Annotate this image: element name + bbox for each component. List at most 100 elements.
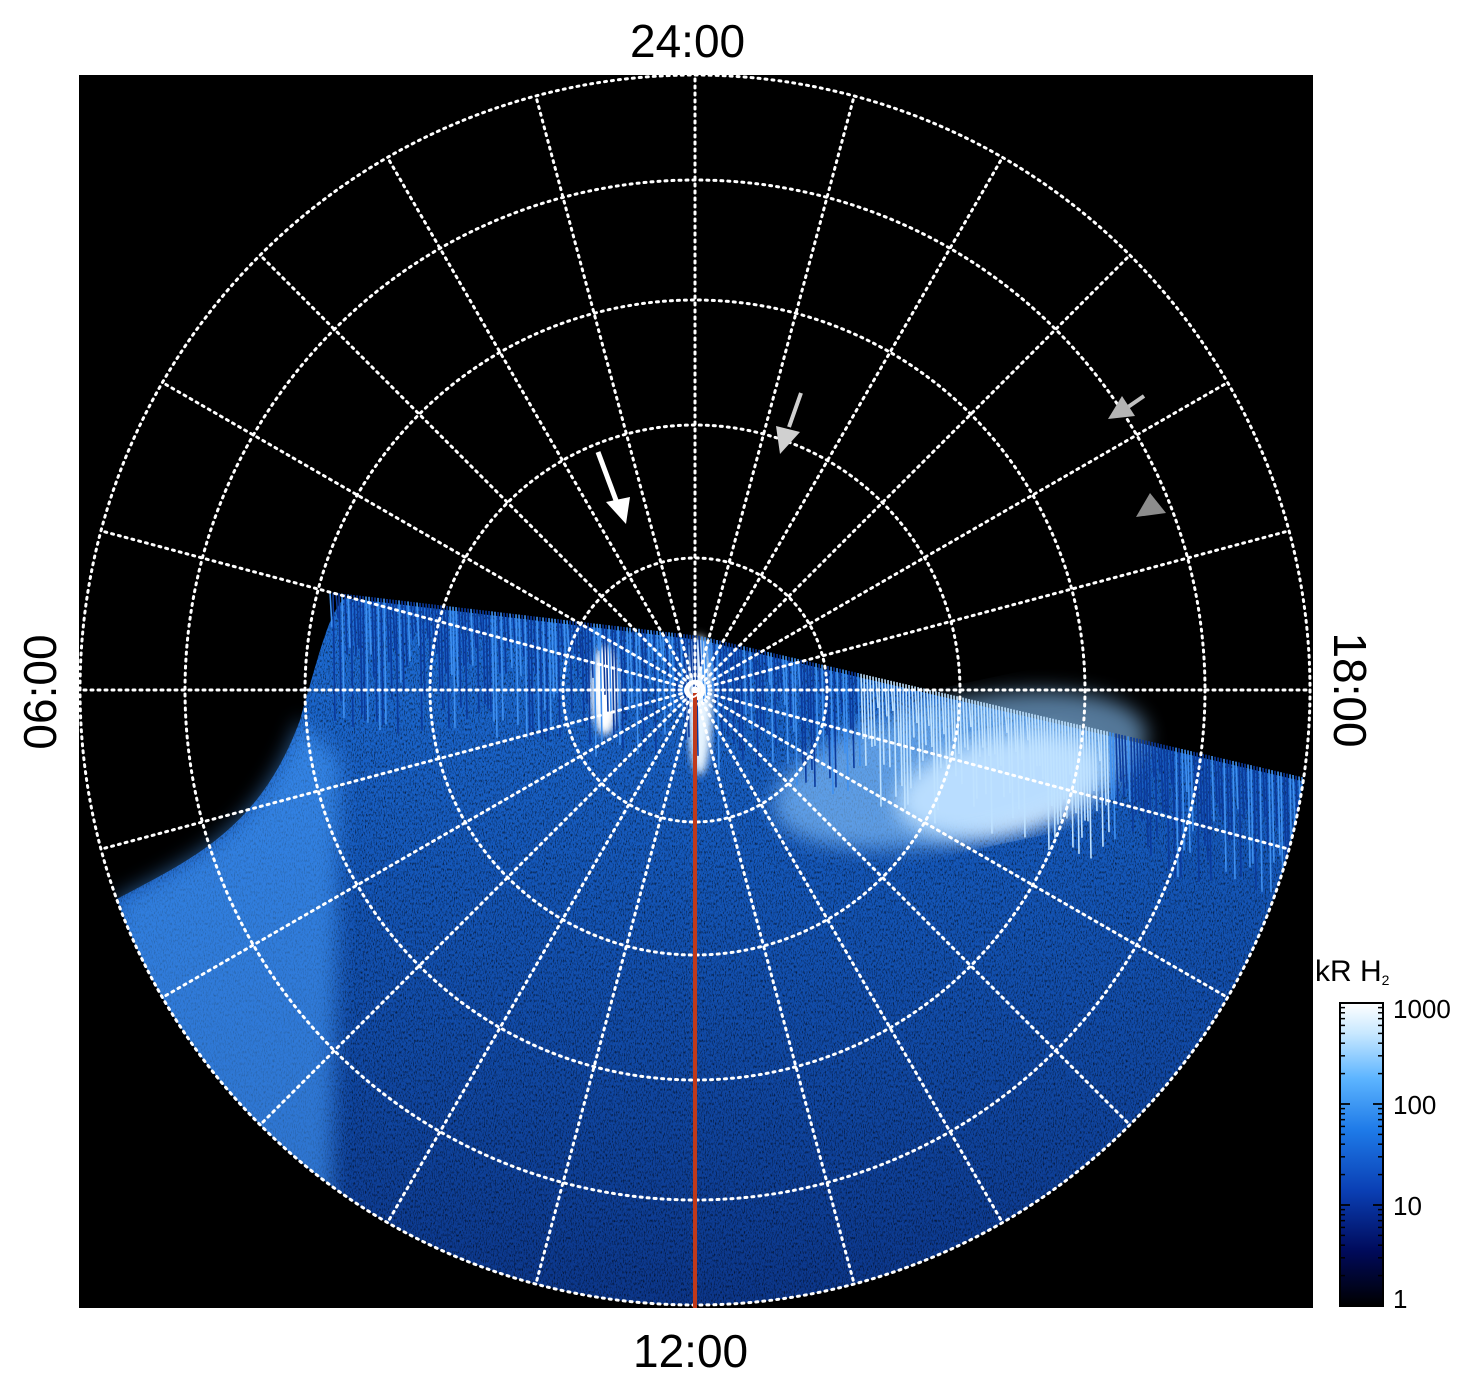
- emission-streak: [1001, 706, 1005, 798]
- emission-streak: [671, 632, 675, 713]
- emission-streak: [395, 600, 399, 734]
- emission-streak: [899, 682, 903, 787]
- emission-streak: [1166, 745, 1170, 870]
- emission-streak: [842, 669, 846, 754]
- emission-streak: [506, 613, 510, 648]
- emission-streak: [872, 676, 876, 746]
- emission-streak: [341, 593, 345, 719]
- emission-streak: [518, 614, 522, 677]
- emission-streak: [866, 675, 870, 740]
- emission-streak: [923, 688, 927, 746]
- emission-streak: [1259, 767, 1263, 892]
- emission-streak: [449, 606, 453, 675]
- emission-streak: [1130, 737, 1134, 832]
- emission-streak: [830, 666, 834, 794]
- emission-streak: [1274, 770, 1278, 828]
- emission-streak: [941, 692, 945, 735]
- emission-streak: [791, 657, 795, 732]
- grid-spoke: [534, 688, 697, 1286]
- emission-streak: [365, 596, 369, 723]
- emission-streak: [521, 614, 525, 657]
- emission-streak: [623, 626, 627, 721]
- emission-streak: [353, 595, 357, 657]
- grid-spoke: [693, 155, 1004, 692]
- emission-streak: [833, 667, 837, 788]
- emission-streak: [407, 601, 411, 662]
- emission-streak: [1118, 734, 1122, 782]
- emission-streak: [1160, 744, 1164, 813]
- emission-streak: [398, 600, 402, 683]
- emission-streak: [389, 599, 393, 700]
- emission-streak: [1172, 746, 1176, 878]
- emission-streak: [812, 662, 816, 787]
- label-06-00: 06:00: [14, 634, 66, 750]
- emission-streak: [464, 608, 468, 720]
- emission-streak: [587, 622, 591, 744]
- emission-streak: [1217, 757, 1221, 816]
- emission-streak: [986, 703, 990, 756]
- colorbar-tick-10: 10: [1393, 1191, 1422, 1221]
- emission-streak: [1238, 762, 1242, 877]
- emission-streak: [1016, 710, 1020, 810]
- emission-streak: [1061, 720, 1065, 800]
- emission-streak: [1142, 739, 1146, 811]
- emission-streak: [356, 595, 360, 649]
- emission-streak: [1151, 741, 1155, 778]
- emission-streak: [848, 670, 852, 729]
- emission-streak: [452, 606, 456, 729]
- emission-streak: [1262, 767, 1266, 817]
- label-12-00: 12:00: [633, 1325, 749, 1377]
- grid-spoke: [258, 253, 697, 692]
- emission-streak: [413, 602, 417, 633]
- emission-streak: [515, 614, 519, 725]
- emission-streak: [491, 611, 495, 722]
- emission-streak: [566, 620, 570, 653]
- emission-streak: [386, 598, 390, 663]
- emission-streak: [1145, 740, 1149, 848]
- emission-streak: [377, 597, 381, 730]
- emission-streak: [1103, 730, 1107, 806]
- emission-streak: [995, 705, 999, 771]
- emission-streak: [1265, 768, 1269, 849]
- emission-streak: [470, 608, 474, 666]
- emission-streak: [596, 623, 600, 651]
- emission-streak: [950, 694, 954, 742]
- emission-streak: [545, 617, 549, 741]
- emission-streak: [650, 630, 654, 661]
- emission-streak: [737, 644, 741, 751]
- emission-streak: [446, 606, 450, 729]
- emission-streak: [347, 594, 351, 648]
- emission-streak: [1004, 707, 1008, 734]
- pole-marker: [684, 682, 700, 698]
- gray-arrow-upper: [1108, 394, 1146, 419]
- emission-streak: [1109, 732, 1113, 800]
- emission-streak: [455, 607, 459, 688]
- emission-streak: [335, 592, 339, 619]
- emission-streak: [332, 592, 336, 721]
- emission-streak: [611, 625, 615, 738]
- emission-streak: [647, 629, 651, 685]
- emission-streak: [1052, 718, 1056, 838]
- emission-streak: [1115, 733, 1119, 807]
- emission-streak: [392, 599, 396, 651]
- grid-spoke: [386, 155, 697, 692]
- emission-streak: [680, 633, 684, 718]
- emission-streak: [1079, 725, 1083, 838]
- emission-streak: [698, 635, 702, 671]
- emission-streak: [1220, 758, 1224, 821]
- emission-streak: [1283, 772, 1287, 859]
- grid-spoke: [693, 688, 1291, 851]
- emission-streak: [884, 679, 888, 717]
- emission-streak: [557, 619, 561, 737]
- emission-streak: [911, 685, 915, 738]
- colorbar-gradient: [1339, 1002, 1384, 1307]
- emission-streak: [719, 640, 723, 734]
- emission-streak: [1250, 765, 1254, 864]
- emission-streak: [359, 595, 363, 715]
- emission-streak: [569, 620, 573, 712]
- label-18-00: 18:00: [1324, 632, 1376, 748]
- emission-streak: [479, 609, 483, 636]
- emission-streak: [368, 596, 372, 655]
- emission-streak: [746, 646, 750, 701]
- emission-streak: [1223, 758, 1227, 872]
